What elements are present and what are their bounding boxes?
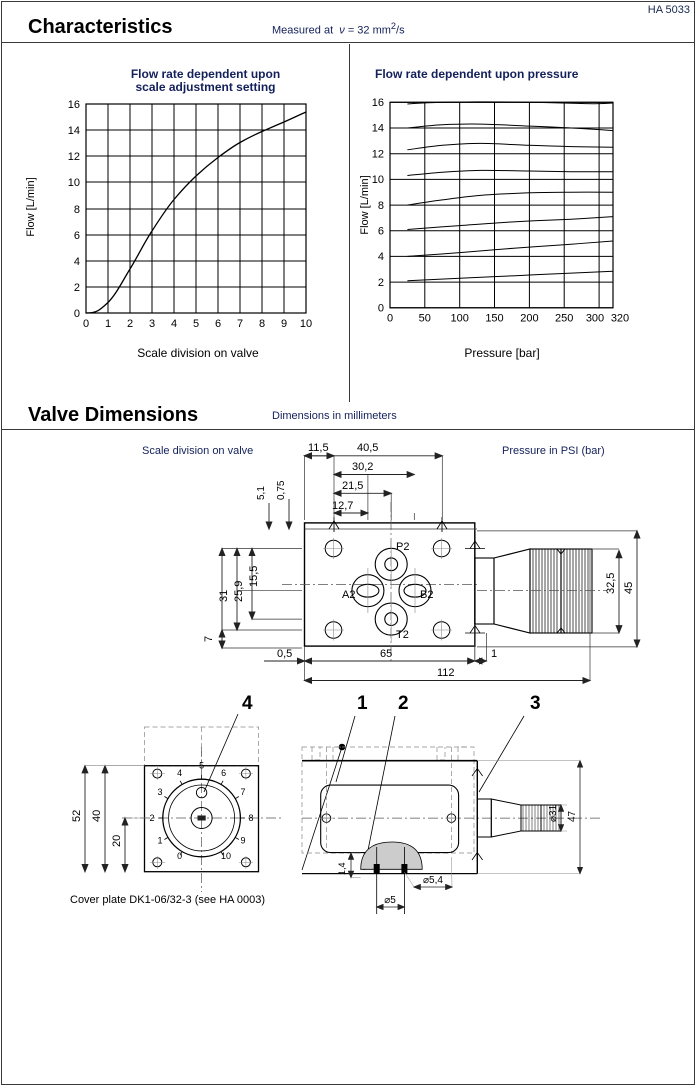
svg-text:Cover plate DK1-06/32-3 (see H: Cover plate DK1-06/32-3 (see HA 0003) [70,894,265,906]
svg-text:9: 9 [240,836,245,846]
svg-text:5: 5 [199,761,204,771]
svg-text:2: 2 [149,813,154,823]
svg-text:15,5: 15,5 [248,566,260,587]
svg-text:0,5: 0,5 [277,648,292,660]
svg-text:1,4: 1,4 [337,862,347,875]
svg-text:⌀5,4: ⌀5,4 [423,875,443,886]
svg-text:4: 4 [177,768,182,778]
svg-text:1: 1 [491,648,497,660]
svg-text:⌀31: ⌀31 [548,804,559,822]
svg-text:T2: T2 [396,629,409,641]
svg-text:6: 6 [221,768,226,778]
svg-text:5,1: 5,1 [256,486,267,500]
svg-text:10: 10 [221,851,231,861]
svg-text:11,5: 11,5 [308,442,329,454]
svg-text:47: 47 [567,810,578,822]
svg-text:12,7: 12,7 [332,500,353,512]
svg-text:32,5: 32,5 [605,573,617,594]
svg-text:8: 8 [248,813,253,823]
svg-text:21,5: 21,5 [342,480,363,492]
svg-text:0,75: 0,75 [276,480,287,500]
svg-text:7: 7 [203,636,215,642]
svg-text:Scale division on valve: Scale division on valve [142,445,253,457]
svg-text:65: 65 [380,648,392,660]
svg-text:45: 45 [623,582,635,594]
svg-text:⌀5: ⌀5 [384,895,396,906]
svg-text:52: 52 [71,810,83,822]
svg-text:20: 20 [111,835,123,847]
svg-text:40: 40 [91,810,103,822]
svg-text:7: 7 [240,787,245,797]
svg-text:3: 3 [157,787,162,797]
svg-text:A2: A2 [342,589,355,601]
svg-text:B2: B2 [420,589,433,601]
svg-text:1: 1 [157,836,162,846]
svg-text:P2: P2 [396,541,409,553]
svg-text:Pressure in PSI (bar): Pressure in PSI (bar) [502,445,605,457]
svg-text:30,2: 30,2 [352,461,373,473]
svg-text:112: 112 [437,667,455,679]
svg-text:31: 31 [218,590,230,602]
svg-text:40,5: 40,5 [357,442,378,454]
svg-text:25,9: 25,9 [233,581,245,602]
